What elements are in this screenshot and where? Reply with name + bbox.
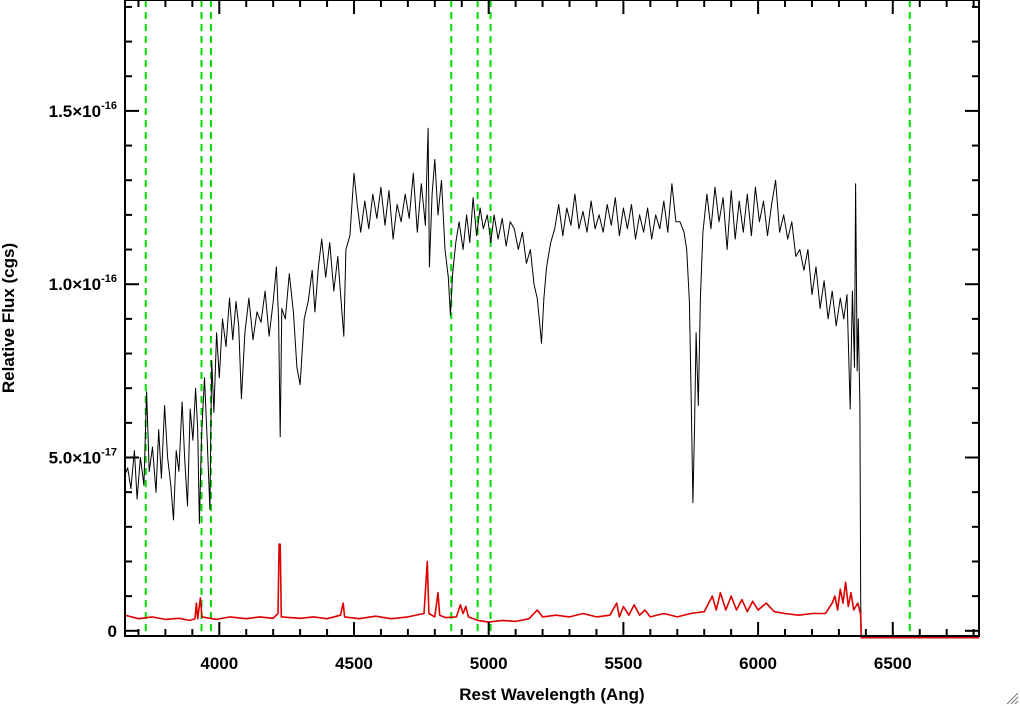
series-layer: [124, 127, 979, 639]
series-line-1: [124, 127, 862, 631]
plot-frame: [124, 0, 980, 637]
x-axis-title: Rest Wavelength (Ang): [459, 685, 644, 704]
x-tick-label: 6000: [739, 654, 777, 673]
y-tick-label: 5.0×10-17: [49, 447, 117, 468]
x-tick-label: 5500: [604, 654, 642, 673]
x-tick-label: 6500: [874, 654, 912, 673]
resize-grip[interactable]: [1006, 692, 1019, 705]
y-tick-label: 1.0×10-16: [49, 273, 117, 294]
x-tick-label: 5000: [470, 654, 508, 673]
series-line-2: [124, 543, 979, 639]
y-axis-title: Relative Flux (cgs): [0, 243, 18, 393]
y-tick-labels: 0 5.0×10-17 1.0×10-16 1.5×10-16: [49, 100, 117, 641]
reference-lines: [144, 0, 911, 636]
axis-ticks: [125, 0, 979, 636]
x-tick-label: 4000: [200, 654, 238, 673]
y-tick-label: 1.5×10-16: [49, 100, 117, 121]
y-tick-label: 0: [108, 622, 117, 641]
x-tick-labels: 4000 4500 5000 5500 6000 6500: [200, 654, 911, 673]
x-tick-label: 4500: [335, 654, 373, 673]
